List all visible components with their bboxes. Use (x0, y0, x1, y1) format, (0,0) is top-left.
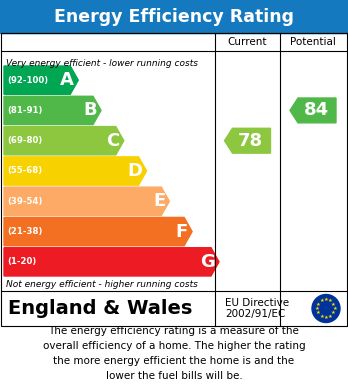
Text: A: A (60, 71, 74, 89)
Text: (1-20): (1-20) (7, 257, 36, 266)
Text: (21-38): (21-38) (7, 227, 42, 236)
Text: ★: ★ (319, 314, 324, 319)
Text: EU Directive: EU Directive (225, 298, 289, 308)
Text: E: E (153, 192, 165, 210)
Polygon shape (4, 127, 124, 155)
Text: 2002/91/EC: 2002/91/EC (225, 308, 285, 319)
Text: (55-68): (55-68) (7, 167, 42, 176)
Text: ★: ★ (316, 310, 321, 315)
Polygon shape (4, 248, 219, 276)
Text: 84: 84 (303, 101, 329, 119)
Text: F: F (176, 222, 188, 240)
Polygon shape (290, 98, 336, 123)
Polygon shape (4, 217, 192, 246)
Bar (1, 33, 347, 326)
Text: Potential: Potential (290, 37, 336, 47)
Text: Energy Efficiency Rating: Energy Efficiency Rating (54, 7, 294, 25)
Text: ★: ★ (324, 315, 329, 320)
Text: ★: ★ (319, 298, 324, 303)
Text: Not energy efficient - higher running costs: Not energy efficient - higher running co… (6, 280, 198, 289)
Text: Very energy efficient - lower running costs: Very energy efficient - lower running co… (6, 59, 198, 68)
Text: ★: ★ (316, 302, 321, 307)
Text: (92-100): (92-100) (7, 75, 48, 84)
Text: 78: 78 (238, 132, 263, 150)
Text: ★: ★ (315, 306, 320, 311)
Polygon shape (4, 66, 78, 94)
Text: (69-80): (69-80) (7, 136, 42, 145)
Text: ★: ★ (328, 314, 333, 319)
Text: C: C (106, 132, 120, 150)
Text: ★: ★ (331, 302, 336, 307)
Text: The energy efficiency rating is a measure of the
overall efficiency of a home. T: The energy efficiency rating is a measur… (43, 326, 305, 381)
Bar (0, 0, 348, 33)
Text: ★: ★ (328, 298, 333, 303)
Text: ★: ★ (332, 306, 337, 311)
Text: (39-54): (39-54) (7, 197, 42, 206)
Text: G: G (200, 253, 215, 271)
Text: ★: ★ (324, 297, 329, 302)
Polygon shape (4, 157, 147, 185)
Text: England & Wales: England & Wales (8, 299, 192, 318)
Polygon shape (4, 187, 169, 215)
Polygon shape (4, 96, 101, 125)
Text: Current: Current (228, 37, 267, 47)
Text: B: B (84, 101, 97, 119)
Circle shape (312, 294, 340, 323)
Text: (81-91): (81-91) (7, 106, 42, 115)
Text: ★: ★ (331, 310, 336, 315)
Text: D: D (128, 162, 143, 180)
Polygon shape (224, 128, 270, 153)
